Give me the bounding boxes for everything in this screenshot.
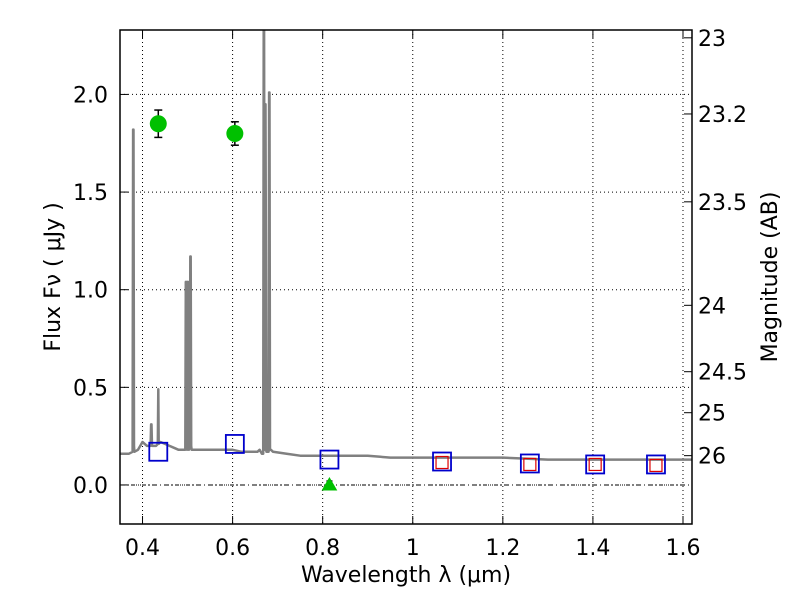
plot-frame (119, 29, 693, 525)
model-spectrum-line (120, 30, 692, 461)
observed-upper-limit-triangle (321, 476, 338, 491)
x-tick-label: 1 (406, 536, 420, 561)
model-photometry-square (319, 449, 340, 470)
model-photometry-square (224, 434, 245, 454)
y-tick-label: 0.0 (73, 474, 108, 499)
y-axis-label: Flux Fν ( μJy ) (41, 202, 66, 351)
model-photometry-square (519, 453, 540, 474)
plot-area (120, 30, 692, 491)
x-tick-label: 1.6 (665, 536, 700, 561)
y2-tick-label: 24.5 (698, 361, 747, 386)
model-photometry-red-square (523, 457, 537, 472)
observed-detection-point (149, 115, 167, 133)
model-photometry-red-square (588, 457, 602, 472)
y-tick-label: 1.5 (73, 181, 108, 206)
x-tick-label: 0.8 (305, 536, 340, 561)
model-photometry-square (432, 451, 452, 472)
model-photometry-red-square (649, 458, 663, 473)
y2-tick-label: 26 (698, 445, 726, 470)
x-axis-label: Wavelength λ (μm) (301, 563, 511, 588)
y2-tick-label: 23 (698, 27, 726, 52)
observed-detection-point (226, 124, 244, 142)
y2-tick-label: 25 (698, 402, 726, 427)
model-photometry-red-square (435, 455, 449, 470)
model-photometry-square (148, 441, 169, 462)
y2-tick-label: 23.2 (698, 103, 747, 128)
x-tick-label: 1.4 (575, 536, 610, 561)
x-tick-label: 0.6 (215, 536, 250, 561)
model-photometry-square (646, 454, 666, 475)
y-tick-label: 1.0 (73, 279, 108, 304)
model-photometry-square (585, 454, 606, 475)
x-tick-label: 0.4 (125, 536, 160, 561)
x-tick-label: 1.2 (485, 536, 520, 561)
y2-axis-label: Magnitude (AB) (758, 192, 783, 363)
y2-tick-label: 23.5 (698, 191, 747, 216)
y2-tick-label: 24 (698, 294, 726, 319)
axis-ticks: 0.4 0.6 0.8 1 1.2 1.4 1.6 0.0 0.5 1.0 1.5 2.0 23 23.2… (73, 27, 747, 561)
y-tick-label: 2.0 (73, 83, 108, 108)
y-tick-label: 0.5 (73, 376, 108, 401)
